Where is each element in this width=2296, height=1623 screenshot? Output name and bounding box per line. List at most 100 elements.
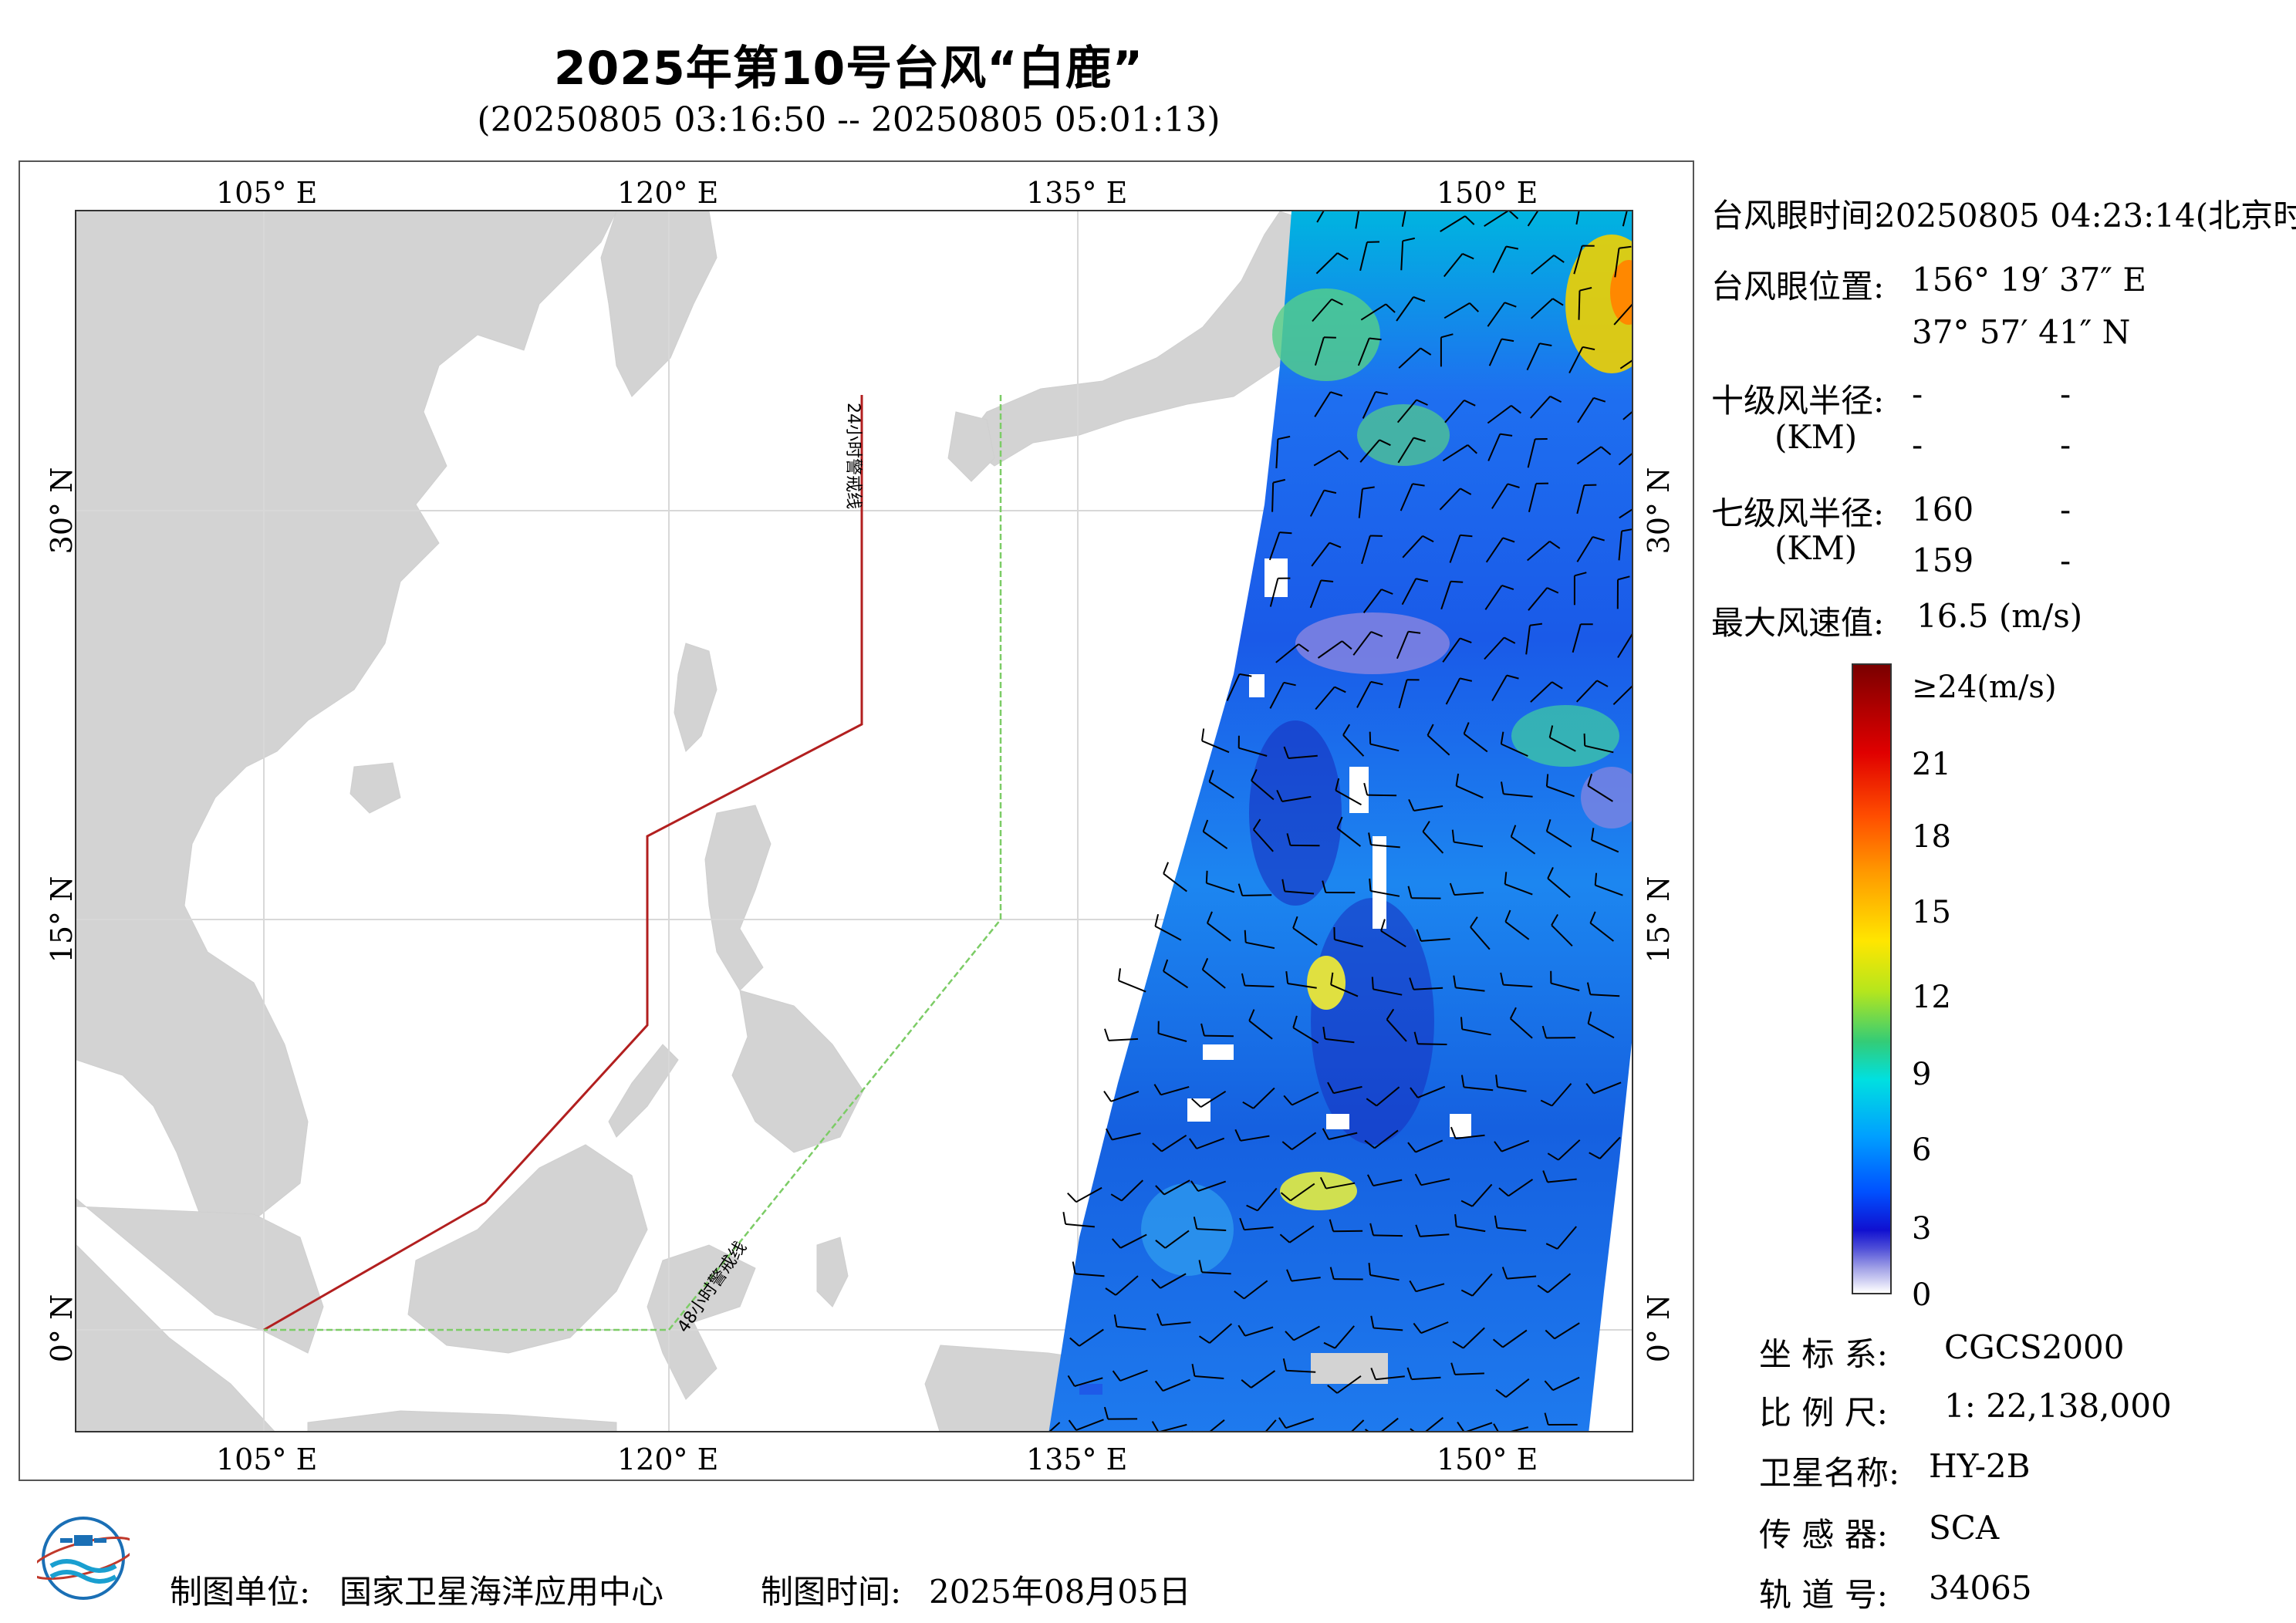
wind-barb-shaft — [1595, 884, 1623, 896]
wind-barb-shaft — [1456, 1226, 1486, 1233]
wind-barb-shaft — [1313, 450, 1340, 467]
wind-barb-shaft — [1484, 636, 1505, 660]
wind-barb-feather — [1234, 1129, 1241, 1142]
swath-gap-6 — [1326, 1114, 1349, 1129]
sensor-value: SCA — [1929, 1509, 2000, 1547]
wind-barb-shaft — [1485, 537, 1504, 563]
wind-barb-feather — [1193, 1216, 1198, 1230]
wind-barb-feather — [1469, 302, 1480, 312]
wind-barb-shaft — [1525, 625, 1531, 655]
wind-barb-feather — [1206, 911, 1213, 924]
wind-barb-feather — [1323, 1341, 1335, 1349]
nsoas-logo-icon — [37, 1517, 130, 1600]
wind-barb-feather — [1406, 1367, 1413, 1380]
wind-barb-feather — [1062, 1212, 1067, 1225]
satellite-label: 卫星名称: — [1759, 1454, 1900, 1492]
lat-tick-left-0: 0° N — [45, 1294, 79, 1363]
wind-barb-feather — [1594, 872, 1598, 886]
wind-barb-shaft — [1362, 589, 1383, 614]
wind-barb-shaft — [1197, 1228, 1227, 1231]
wind-barb-feather — [1069, 1337, 1080, 1347]
wind-barb-shaft — [1163, 1179, 1190, 1196]
colorbar-label-6: 6 — [1912, 1132, 1932, 1168]
wind-barb-shaft — [1309, 490, 1325, 517]
wind-barb-feather — [1283, 1095, 1293, 1106]
max-wind-label: 最大风速值: — [1711, 604, 1885, 642]
wind-barb-shaft — [1208, 781, 1234, 799]
wind-barb-shaft — [1373, 1327, 1403, 1331]
wind-barb-shaft — [1386, 1019, 1407, 1042]
wind-barb-shaft — [1248, 1020, 1273, 1040]
wind-barb-shaft — [1288, 754, 1318, 759]
wind-barb-shaft — [1487, 404, 1512, 424]
wind-barb-feather — [1282, 1358, 1288, 1372]
wind-barb-feather — [1455, 773, 1460, 786]
wind-barb-shaft — [1253, 828, 1274, 852]
wind-barb-feather — [1322, 1026, 1326, 1040]
wind-barb-shaft — [1315, 252, 1339, 275]
wind-barb-feather — [1574, 572, 1587, 577]
wind-barb-feather — [1285, 970, 1289, 984]
wind-barb-shaft — [1491, 483, 1509, 509]
wind-barb-feather — [1322, 880, 1327, 893]
wind-barb-feather — [1422, 535, 1434, 543]
wind-barb-shaft — [1455, 987, 1485, 992]
wind-barb-shaft — [1527, 439, 1536, 468]
wind-barb-shaft — [1160, 1085, 1190, 1096]
wind-barb-shaft — [1079, 1328, 1104, 1347]
wind-barb-feather — [1460, 1075, 1465, 1088]
wind-barb-shaft — [1617, 633, 1632, 659]
r10-value-1: - — [1912, 375, 1923, 413]
swath-patch-navy-2 — [1311, 898, 1434, 1145]
wind-barb-shaft — [1402, 535, 1423, 558]
r7-unit: (KM) — [1774, 529, 1858, 567]
wind-barb-feather — [1454, 1213, 1457, 1227]
wind-barb-shaft — [1330, 984, 1359, 997]
wind-barb-feather — [1500, 731, 1504, 744]
wind-barb-feather — [1369, 1223, 1374, 1236]
wind-barb-shaft — [1121, 1179, 1143, 1202]
wind-barb-feather — [1386, 1008, 1395, 1021]
wind-barb-shaft — [1312, 299, 1332, 322]
wind-barb-shaft — [1315, 686, 1335, 710]
land-layer — [76, 211, 1441, 1431]
warning-line-48h — [264, 395, 1002, 1331]
r10-value-2: - — [2060, 375, 2071, 413]
wind-barb-feather — [1239, 673, 1252, 677]
wind-barb-feather — [1416, 929, 1422, 942]
wind-barb-shaft — [1333, 1230, 1363, 1233]
wind-barb-shaft — [1576, 484, 1585, 515]
wind-barb-feather — [1459, 677, 1473, 682]
wind-barb-feather — [1413, 1031, 1419, 1044]
wind-barb-feather — [1202, 819, 1209, 832]
wind-barb-feather — [1279, 531, 1292, 535]
land-korea — [600, 211, 718, 397]
wind-barb-feather — [1281, 879, 1286, 892]
wind-barb-shaft — [1576, 536, 1594, 562]
wind-barb-shaft — [1462, 1028, 1491, 1036]
wind-barb-feather — [1118, 968, 1121, 981]
lon-tick-bottom-150: 150° E — [1437, 1442, 1538, 1476]
wind-barb-feather — [1248, 1009, 1255, 1021]
wind-barb-shaft — [1484, 585, 1503, 610]
wind-barb-feather — [1241, 973, 1246, 986]
wind-barb-feather — [1464, 399, 1476, 407]
wind-barb-feather — [1507, 483, 1520, 488]
wind-barb-feather — [1151, 1278, 1161, 1289]
wind-barb-feather — [1285, 1331, 1295, 1341]
wind-barb-shaft — [1356, 681, 1372, 708]
wind-barb-feather — [1334, 686, 1346, 693]
wind-barb-shaft — [1251, 780, 1275, 801]
wind-barb-feather — [1278, 1417, 1287, 1429]
swath-patch-purple-1 — [1295, 612, 1450, 674]
r10-unit: (KM) — [1774, 418, 1858, 456]
wind-barb-feather — [1504, 302, 1517, 308]
wind-barb-feather — [1553, 255, 1565, 263]
wind-barb-feather — [1495, 1075, 1498, 1088]
wind-barb-feather — [1336, 816, 1343, 829]
wind-barb-feather — [1368, 832, 1372, 845]
colorbar-label-18: 18 — [1912, 819, 1951, 855]
wind-barb-shaft — [1470, 926, 1491, 950]
wind-barb-feather — [1242, 1101, 1254, 1109]
wind-barb-feather — [1191, 1430, 1193, 1431]
